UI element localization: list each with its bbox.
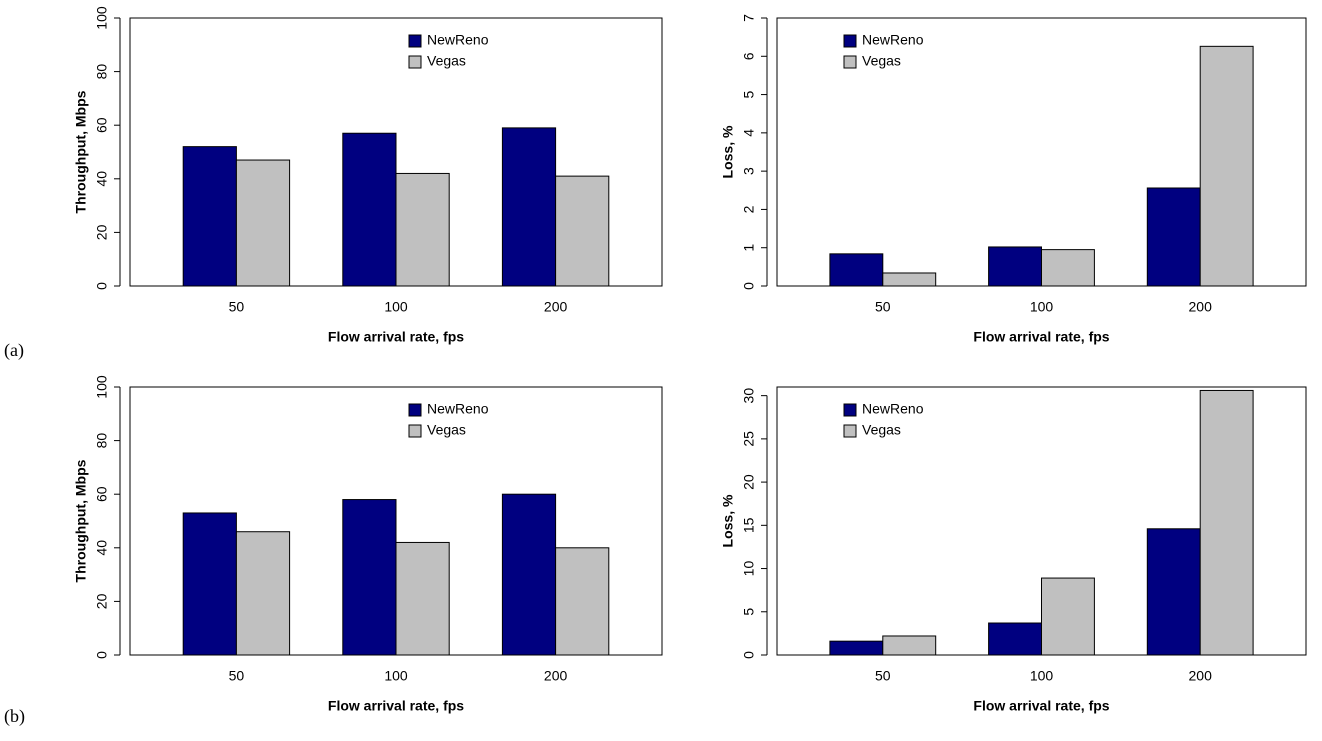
y-tick-label: 20 — [94, 224, 110, 240]
bar — [829, 640, 884, 656]
y-tick-label: 2 — [741, 205, 757, 213]
y-tick-label: 20 — [741, 474, 757, 490]
y-axis-label: Throughput, Mbps — [73, 459, 89, 582]
x-tick-label: 50 — [875, 668, 891, 684]
bar — [988, 246, 1042, 287]
y-tick-label: 1 — [741, 244, 757, 252]
x-axis-label: Flow arrival rate, fps — [328, 698, 464, 714]
x-axis-label: Flow arrival rate, fps — [973, 329, 1109, 345]
legend-swatch — [408, 34, 422, 48]
legend-swatch — [843, 424, 857, 438]
legend-swatch — [843, 55, 857, 69]
y-tick-label: 0 — [741, 651, 757, 659]
y-tick-label: 100 — [94, 6, 110, 30]
y-tick-label: 60 — [94, 486, 110, 502]
x-tick-label: 200 — [544, 299, 568, 315]
y-axis-label: Loss, % — [720, 125, 736, 178]
legend-label: NewReno — [862, 401, 924, 417]
bar — [235, 531, 291, 656]
y-tick-label: 3 — [741, 167, 757, 175]
panel-label: (b) — [4, 706, 25, 727]
y-tick-label: 4 — [741, 129, 757, 137]
legend-swatch — [408, 403, 422, 417]
y-tick-label: 5 — [741, 90, 757, 98]
bar — [182, 512, 237, 656]
x-tick-label: 50 — [875, 299, 891, 315]
y-tick-label: 5 — [741, 608, 757, 616]
y-tick-label: 6 — [741, 52, 757, 60]
bar — [882, 635, 937, 656]
legend-label: Vegas — [427, 53, 466, 69]
y-tick-label: 40 — [94, 540, 110, 556]
y-tick-label: 40 — [94, 171, 110, 187]
bar — [829, 253, 884, 287]
legend-label: Vegas — [862, 422, 901, 438]
bar — [988, 622, 1042, 656]
x-tick-label: 50 — [229, 668, 245, 684]
bar — [1146, 187, 1201, 287]
x-tick-label: 100 — [384, 668, 408, 684]
legend-label: NewReno — [427, 32, 489, 48]
legend-label: NewReno — [862, 32, 924, 48]
panel-label: (a) — [4, 340, 24, 361]
bar — [882, 272, 937, 287]
y-tick-label: 80 — [94, 433, 110, 449]
y-tick-label: 25 — [741, 431, 757, 447]
y-tick-label: 10 — [741, 561, 757, 577]
y-axis-label: Loss, % — [720, 494, 736, 547]
bar — [395, 541, 450, 656]
bar — [1146, 528, 1201, 656]
x-tick-label: 200 — [1189, 668, 1213, 684]
x-tick-label: 200 — [1189, 299, 1213, 315]
y-tick-label: 0 — [741, 282, 757, 290]
x-axis-label: Flow arrival rate, fps — [973, 698, 1109, 714]
x-tick-label: 200 — [544, 668, 568, 684]
bar — [1199, 389, 1254, 656]
legend-swatch — [843, 403, 857, 417]
legend-label: Vegas — [427, 422, 466, 438]
y-tick-label: 30 — [741, 388, 757, 404]
bar — [342, 132, 397, 287]
legend-label: Vegas — [862, 53, 901, 69]
legend-swatch — [843, 34, 857, 48]
x-axis-label: Flow arrival rate, fps — [328, 329, 464, 345]
y-tick-label: 0 — [94, 282, 110, 290]
legend-label: NewReno — [427, 401, 489, 417]
bar — [182, 146, 237, 287]
bar — [342, 499, 397, 656]
x-tick-label: 100 — [1030, 668, 1054, 684]
y-axis-label: Throughput, Mbps — [73, 90, 89, 213]
bar — [395, 172, 450, 287]
legend-swatch — [408, 55, 422, 69]
x-tick-label: 100 — [384, 299, 408, 315]
y-tick-label: 60 — [94, 117, 110, 133]
bar — [1199, 45, 1254, 287]
y-tick-label: 80 — [94, 64, 110, 80]
x-tick-label: 50 — [229, 299, 245, 315]
bar — [555, 175, 610, 287]
y-tick-label: 0 — [94, 651, 110, 659]
x-tick-label: 100 — [1030, 299, 1054, 315]
y-tick-label: 20 — [94, 593, 110, 609]
bar — [1041, 577, 1095, 656]
y-tick-label: 7 — [741, 14, 757, 22]
legend-swatch — [408, 424, 422, 438]
y-tick-label: 100 — [94, 375, 110, 399]
bar — [555, 547, 610, 656]
bar — [501, 493, 557, 656]
bar — [501, 127, 557, 287]
bar — [235, 159, 291, 287]
y-tick-label: 15 — [741, 517, 757, 533]
bar — [1041, 249, 1095, 287]
